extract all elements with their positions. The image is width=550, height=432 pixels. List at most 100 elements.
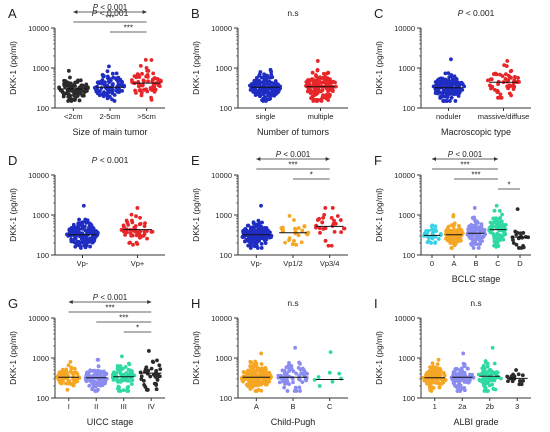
x-tick-label: >5cm	[137, 112, 156, 121]
data-point	[426, 228, 431, 233]
x-tick-label: I	[68, 402, 70, 411]
data-point	[447, 236, 452, 241]
data-point	[150, 77, 155, 82]
data-point	[294, 389, 299, 393]
data-point	[129, 233, 134, 238]
y-tick-label: 10000	[394, 171, 415, 180]
data-point	[438, 233, 443, 238]
data-point	[264, 75, 268, 80]
data-point	[485, 364, 490, 369]
data-point	[158, 367, 163, 372]
data-point	[77, 217, 81, 222]
data-point	[248, 87, 253, 92]
data-point	[326, 70, 331, 75]
y-tick-label: 1000	[398, 354, 415, 363]
data-point	[123, 233, 127, 237]
data-point	[66, 99, 71, 103]
data-point	[143, 57, 148, 62]
data-point	[493, 71, 498, 76]
data-point	[81, 238, 86, 242]
data-point	[424, 373, 428, 377]
data-point	[505, 59, 510, 63]
data-point	[437, 385, 442, 390]
data-point	[284, 371, 289, 376]
data-point	[471, 375, 476, 380]
x-tick-label: C	[495, 259, 501, 268]
data-point	[339, 230, 344, 235]
data-point	[517, 382, 522, 387]
bracket-label: ***	[288, 161, 297, 170]
data-point	[83, 217, 88, 222]
data-point	[504, 72, 508, 77]
data-point	[315, 59, 320, 63]
data-point	[472, 206, 477, 210]
data-point	[311, 99, 316, 103]
arrow-head-right	[494, 157, 498, 161]
panel-label: I	[374, 296, 378, 311]
panel-label: B	[191, 6, 200, 21]
x-tick-label: massive/diffuse	[478, 112, 530, 121]
arrow-head-right	[142, 10, 147, 14]
data-point	[299, 240, 304, 245]
data-point	[301, 372, 306, 377]
data-point	[441, 99, 446, 103]
data-point	[261, 80, 266, 85]
data-point	[110, 97, 114, 102]
data-point	[456, 223, 461, 228]
data-point	[131, 242, 135, 247]
data-point	[516, 372, 521, 377]
data-point	[69, 365, 74, 370]
data-point	[341, 226, 346, 231]
data-point	[57, 371, 62, 375]
data-point	[88, 244, 92, 249]
data-point	[71, 370, 76, 375]
data-point	[135, 206, 140, 210]
data-point	[125, 220, 130, 225]
data-point	[510, 379, 515, 384]
data-point	[461, 361, 466, 366]
data-point	[300, 380, 305, 385]
panel-a: A 100 1000 10000 DKK-1 (pg/ml) <2cm 2-5cm >5cm S…	[8, 3, 165, 137]
data-point	[521, 378, 525, 383]
data-point	[449, 95, 454, 100]
y-axis-label: DKK-1 (pg/ml)	[191, 331, 201, 385]
data-point	[106, 90, 111, 95]
data-point	[140, 83, 145, 88]
data-point	[495, 223, 500, 228]
data-point	[69, 239, 74, 244]
data-point	[129, 78, 134, 82]
data-point	[506, 78, 511, 83]
data-point	[256, 373, 261, 378]
data-point	[256, 88, 260, 93]
panel-label: F	[374, 153, 382, 168]
data-point	[290, 242, 295, 247]
data-point	[506, 379, 510, 384]
data-point	[505, 84, 510, 89]
data-point	[449, 57, 453, 62]
data-point	[289, 367, 294, 371]
panel-label: E	[191, 153, 200, 168]
y-tick-label: 1000	[215, 354, 232, 363]
data-point	[310, 94, 315, 99]
x-tick-label: 1	[433, 402, 437, 411]
data-point	[80, 93, 85, 98]
data-point	[443, 71, 448, 76]
data-point	[149, 95, 153, 100]
x-tick-label: III	[121, 402, 127, 411]
data-point	[505, 374, 510, 379]
data-point	[68, 75, 72, 80]
bracket-label: ***	[105, 14, 114, 23]
data-point	[458, 367, 463, 372]
data-point	[265, 376, 270, 380]
p-value-label: n.s	[287, 8, 298, 18]
data-point	[315, 68, 320, 73]
data-point	[267, 379, 272, 384]
data-point	[112, 371, 116, 376]
panel-f: F 100 1000 10000 DKK-1 (pg/ml) 0 A B C D BCLC stag…	[374, 150, 531, 284]
data-point	[64, 367, 69, 372]
x-tick-label: A	[254, 402, 259, 411]
data-point	[422, 234, 427, 238]
data-point	[516, 246, 521, 250]
data-point	[95, 357, 100, 362]
